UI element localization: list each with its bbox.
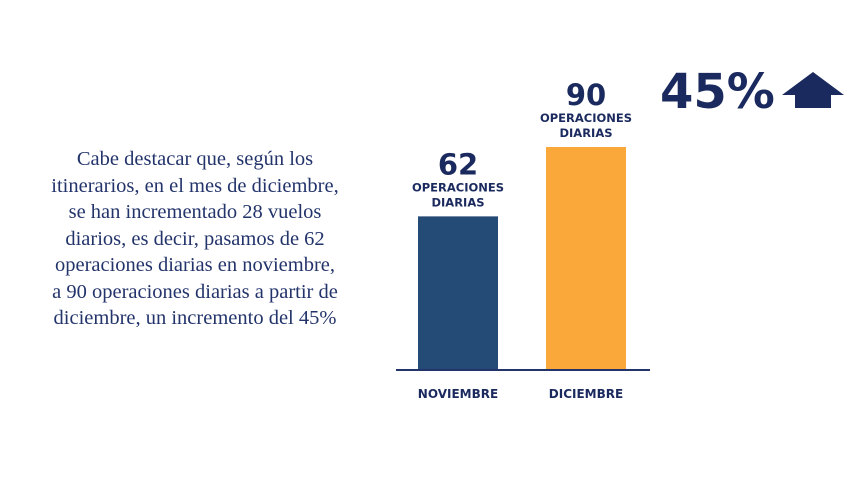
description-line: Cabe destacar que, según los [76, 148, 314, 170]
bar-sub-label: OPERACIONES [540, 111, 632, 125]
increase-badge: 45% [660, 64, 844, 120]
arrow-up-icon [782, 72, 844, 108]
bar-sub-label: OPERACIONES [412, 180, 504, 194]
description-line: diciembre, un incremento del 45% [53, 307, 337, 329]
category-tick-label: NOVIEMBRE [418, 387, 498, 401]
labels-group: DIARIASOPERACIONES62NOVIEMBREDIARIASOPER… [412, 78, 632, 401]
bars-group [418, 147, 626, 370]
category-tick-label: DICIEMBRE [549, 387, 623, 401]
bar-value-label: 90 [566, 78, 606, 112]
bar-diciembre [546, 147, 626, 370]
increase-percentage: 45% [660, 64, 775, 120]
description-line: diarios, es decir, pasamos de 62 [65, 227, 325, 250]
description-line: itinerarios, en el mes de diciembre, [51, 174, 339, 197]
bar-value-label: 62 [438, 147, 478, 181]
description-text: Cabe destacar que, según los itinerarios… [10, 146, 380, 332]
bar-sub-label: DIARIAS [431, 195, 484, 209]
bar-sub-label: DIARIAS [559, 126, 612, 140]
description-line: a 90 operaciones diarias a partir de [52, 280, 338, 303]
description-line: operaciones diarias en noviembre, [54, 254, 336, 276]
bar-noviembre [418, 216, 498, 370]
description-line: se han incrementado 28 vuelos [68, 201, 322, 223]
